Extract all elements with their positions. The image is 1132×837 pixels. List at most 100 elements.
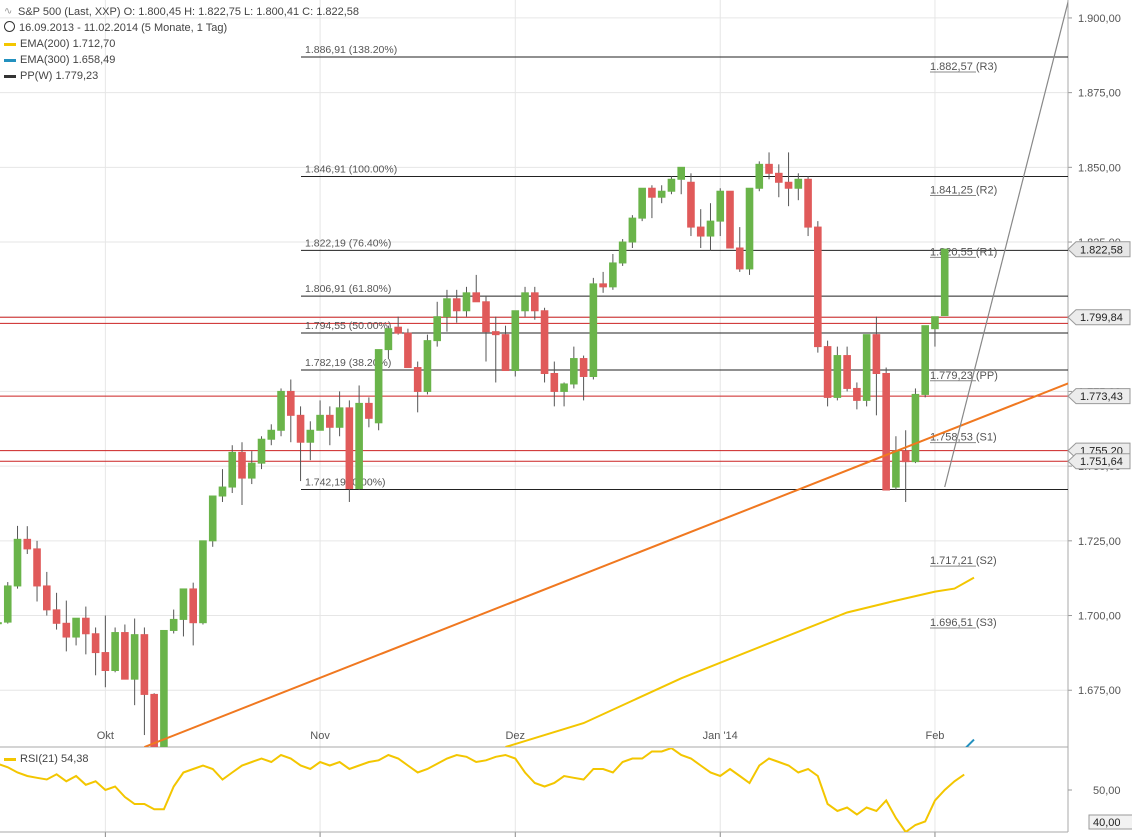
- candle-up: [208, 495, 217, 542]
- candle-up: [306, 429, 315, 443]
- candle-down: [531, 292, 539, 312]
- candle-down: [365, 402, 373, 419]
- last-price-tag-box: [1067, 241, 1131, 258]
- last-price-tag-text: 1.822,58: [1080, 244, 1123, 256]
- candle-up: [706, 220, 715, 237]
- pivot-level-label: 1.841,25 (R2): [930, 184, 997, 196]
- candle-down: [823, 346, 832, 398]
- trend-orange-line: [144, 382, 1068, 747]
- ema200-swatch: [4, 42, 16, 46]
- candle-down: [599, 283, 607, 288]
- rsi-legend[interactable]: RSI(21) 54,38: [4, 753, 88, 765]
- candle-up: [423, 340, 432, 392]
- candle-down: [91, 633, 100, 654]
- candle-down: [150, 693, 158, 747]
- pivot-level-label: 1.696,51 (S3): [930, 617, 997, 629]
- candle-up: [609, 262, 617, 288]
- candle-up: [892, 450, 900, 488]
- candle-down: [121, 632, 129, 680]
- ema200-row[interactable]: EMA(200) 1.712,70: [4, 36, 359, 52]
- fib-level-label: 1.782,19 (38.20%): [305, 357, 391, 369]
- candle-up: [862, 334, 871, 401]
- candle-up: [111, 632, 119, 672]
- x-tick-label: Okt: [97, 730, 114, 742]
- candle-up: [667, 178, 676, 192]
- rsi-y-tick-label: 50,00: [1093, 785, 1121, 797]
- candle-up: [511, 310, 520, 372]
- rsi-pane: [0, 748, 965, 832]
- candle-down: [579, 358, 588, 377]
- candle-up: [13, 538, 22, 587]
- y-tick-label: 1.675,00: [1078, 685, 1121, 697]
- candle-up: [657, 190, 666, 198]
- candle-down: [404, 332, 412, 369]
- candle-up: [355, 402, 363, 490]
- fib-level-label: 1.794,55 (50.00%): [305, 320, 391, 332]
- level-tag-text: 1.773,43: [1080, 391, 1123, 403]
- candle-down: [52, 609, 61, 624]
- candle-down: [775, 172, 783, 183]
- candle-up: [335, 407, 344, 428]
- candle-down: [726, 190, 734, 249]
- level-tag-box: [1067, 453, 1131, 470]
- candle-down: [872, 334, 881, 375]
- candle-up: [0, 622, 2, 625]
- x-tick-label: Jan '14: [703, 730, 738, 742]
- candle-down: [482, 301, 490, 333]
- ema300-row[interactable]: EMA(300) 1.658,49: [4, 52, 359, 68]
- chart-legend: ∿ S&P 500 (Last, XXP) O: 1.800,45 H: 1.82…: [4, 4, 359, 84]
- candle-down: [413, 367, 422, 392]
- candle-down: [101, 652, 110, 672]
- candle-down: [853, 387, 861, 401]
- candle-down: [882, 373, 890, 491]
- wave-icon: ∿: [4, 6, 13, 18]
- rsi-line: [0, 748, 965, 832]
- candle-down: [901, 450, 910, 463]
- level-tag-text: 1.751,64: [1080, 456, 1123, 468]
- fib-level-label: 1.806,91 (61.80%): [305, 283, 391, 295]
- ema300-label: EMA(300) 1.658,49: [20, 54, 116, 67]
- candle-up: [833, 355, 842, 398]
- candle-up: [940, 248, 949, 317]
- last-price-tag: 1.822,58: [1067, 241, 1131, 258]
- pivot-level-label: 1.779,23 (PP): [930, 370, 998, 382]
- candle-up: [169, 618, 178, 631]
- period-row: 16.09.2013 - 11.02.2014 (5 Monate, 1 Tag…: [4, 20, 359, 36]
- fib-level-label: 1.886,91 (138.20%): [305, 44, 397, 56]
- candle-up: [257, 438, 266, 464]
- y-tick-label: 1.725,00: [1078, 536, 1121, 548]
- candle-down: [765, 163, 773, 174]
- candle-down: [843, 355, 851, 389]
- ppw-row[interactable]: PP(W) 1.779,23: [4, 68, 359, 84]
- ema300-swatch: [4, 58, 16, 62]
- level-tag: 1.799,84: [1067, 309, 1131, 326]
- ppw-swatch: [4, 74, 16, 78]
- pivot-level-label: 1.820,55 (R1): [930, 246, 997, 258]
- candle-up: [160, 629, 168, 747]
- candle-down: [62, 622, 71, 638]
- fib-level-label: 1.822,19 (76.40%): [305, 237, 391, 249]
- y-tick-label: 1.700,00: [1078, 611, 1121, 623]
- candle-up: [921, 325, 930, 395]
- candle-down: [472, 292, 481, 303]
- candle-down: [82, 617, 90, 635]
- candle-up: [374, 349, 383, 424]
- level-tag: 1.751,64: [1067, 453, 1131, 470]
- candle-down: [33, 548, 41, 587]
- candle-down: [687, 181, 695, 228]
- candle-down: [550, 373, 559, 392]
- candle-up: [521, 292, 529, 312]
- candle-up: [560, 383, 568, 392]
- candle-up: [462, 292, 471, 312]
- fib-level-label: 1.846,91 (100.00%): [305, 164, 397, 176]
- candle-up: [179, 588, 188, 620]
- candle-up: [618, 241, 627, 264]
- candle-down: [287, 390, 295, 416]
- price-pane: 1.886,91 (138.20%) 1.846,91 (100.00%) 1.82…: [0, 0, 1068, 747]
- candle-up: [228, 451, 237, 488]
- x-tick-label: Dez: [505, 730, 525, 742]
- rsi-marker-text: 40,00: [1093, 817, 1121, 829]
- candle-down: [648, 187, 656, 198]
- candle-down: [491, 331, 500, 336]
- level-tag: 1.773,43: [1067, 388, 1131, 405]
